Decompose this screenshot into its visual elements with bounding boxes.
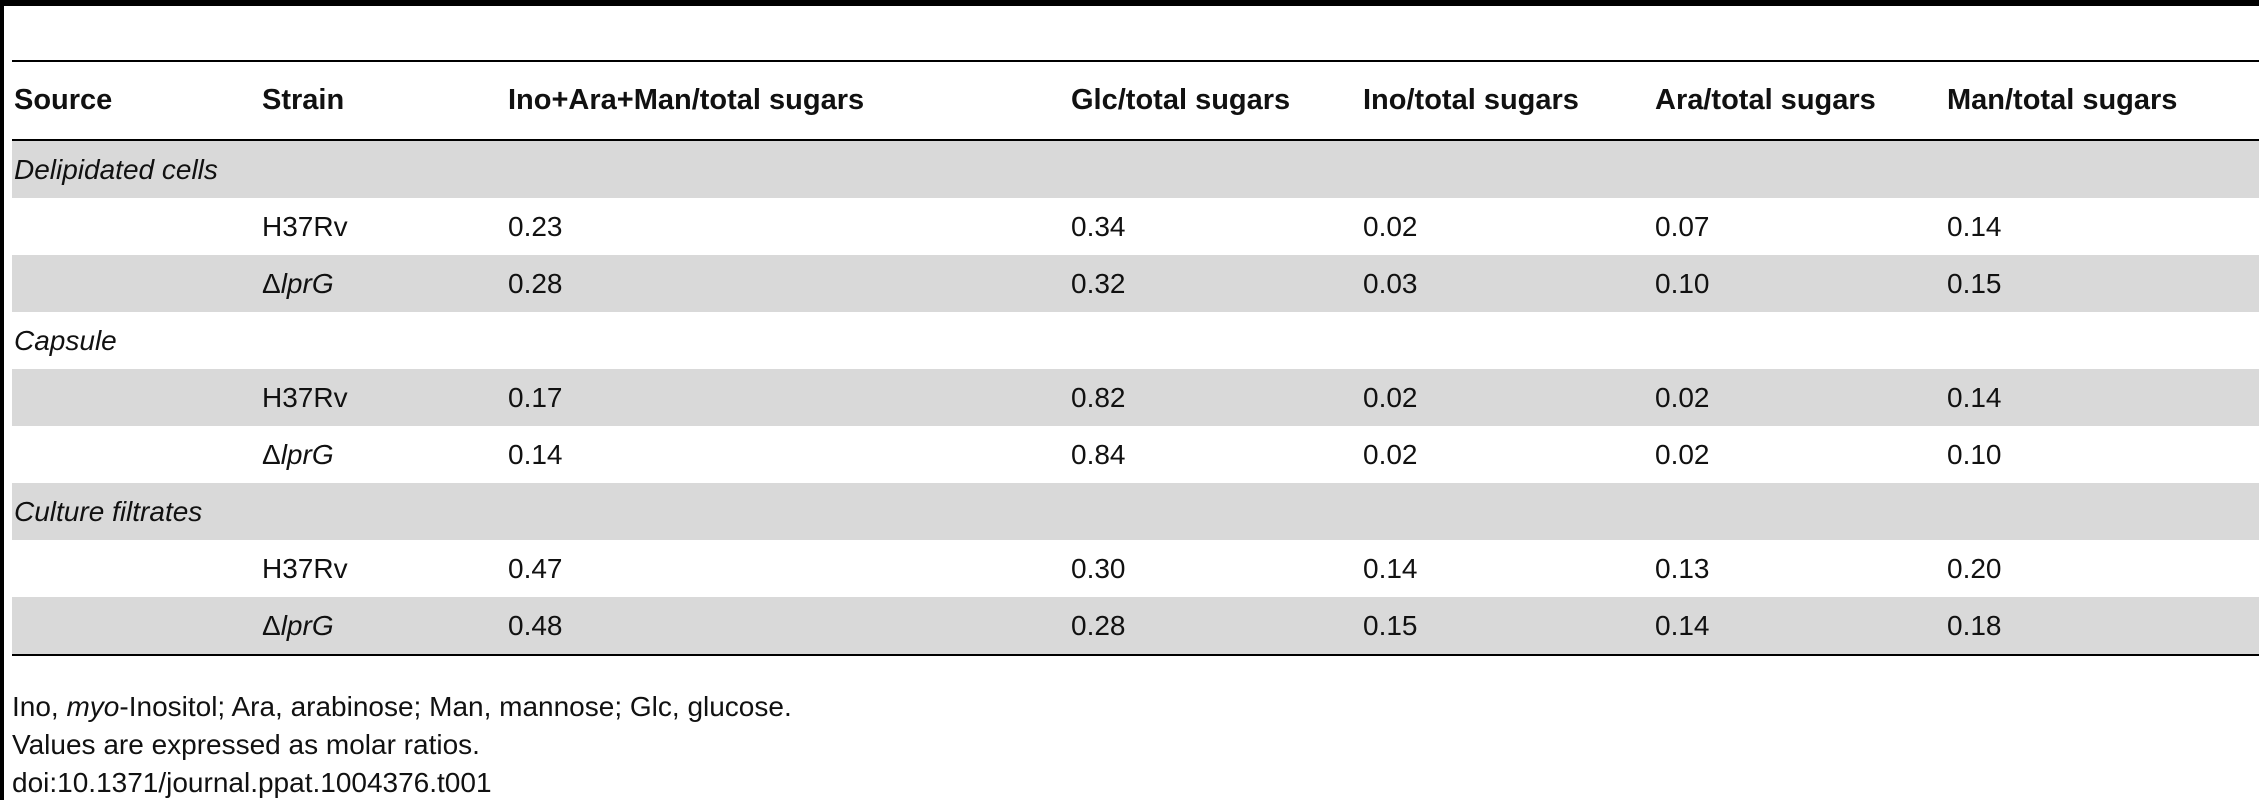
table-row: H37Rv 0.17 0.82 0.02 0.02 0.14	[12, 369, 2259, 426]
ino-ara-man-ratio-cell: 0.47	[508, 552, 563, 584]
ino-ara-man-ratio-cell: 0.28	[506, 255, 1069, 312]
header-row: Source Strain Ino+Ara+Man/total sugars G…	[12, 62, 2259, 141]
abbrev-italic: myo	[66, 691, 120, 722]
source-group-label: Delipidated cells	[12, 140, 2259, 198]
header-ino-ara-man-ratio: Ino+Ara+Man/total sugars	[506, 62, 1069, 141]
source-cell	[12, 597, 260, 656]
strain-cell: ΔlprG	[260, 426, 506, 483]
ara-ratio-cell: 0.02	[1653, 369, 1945, 426]
ara-ratio-cell: 0.13	[1655, 552, 1710, 584]
table-row: ΔlprG 0.28 0.32 0.03 0.10 0.15	[12, 255, 2259, 312]
ara-ratio-cell: 0.02	[1655, 438, 1710, 470]
man-ratio-cell: 0.20	[1947, 552, 2002, 584]
sugar-composition-table-container: Source Strain Ino+Ara+Man/total sugars G…	[12, 60, 2259, 656]
man-ratio-cell: 0.10	[1947, 438, 2002, 470]
abbreviation-footnote: Ino, myo-Inositol; Ara, arabinose; Man, …	[12, 688, 792, 726]
strain-name: lprG	[280, 609, 334, 641]
ino-ratio-cell: 0.02	[1363, 438, 1418, 470]
table-row: ΔlprG 0.48 0.28 0.15 0.14 0.18	[12, 597, 2259, 656]
strain-name: H37Rv	[262, 381, 348, 413]
glc-ratio-cell: 0.82	[1069, 369, 1361, 426]
strain-prefix: Δ	[262, 438, 281, 470]
strain-prefix: Δ	[262, 267, 281, 299]
source-group-label: Capsule	[14, 324, 117, 356]
strain-name: H37Rv	[262, 552, 348, 584]
table-row: ΔlprG 0.14 0.84 0.02 0.02 0.10	[12, 426, 2259, 483]
man-ratio-cell: 0.18	[1945, 597, 2259, 656]
ino-ara-man-ratio-cell: 0.48	[506, 597, 1069, 656]
ara-ratio-cell: 0.07	[1655, 210, 1710, 242]
glc-ratio-cell: 0.30	[1071, 552, 1126, 584]
ino-ara-man-ratio-cell: 0.17	[506, 369, 1069, 426]
man-ratio-cell: 0.14	[1945, 369, 2259, 426]
strain-cell: H37Rv	[260, 369, 506, 426]
strain-name: lprG	[280, 267, 334, 299]
table-row: H37Rv 0.23 0.34 0.02 0.07 0.14	[12, 198, 2259, 255]
ino-ratio-cell: 0.02	[1363, 210, 1418, 242]
glc-ratio-cell: 0.84	[1071, 438, 1126, 470]
left-border-rule	[0, 0, 4, 800]
abbrev-prefix: Ino,	[12, 691, 67, 722]
strain-cell: ΔlprG	[260, 597, 506, 656]
source-group-row: Culture filtrates	[12, 483, 2259, 540]
ino-ratio-cell: 0.14	[1363, 552, 1418, 584]
sugar-composition-table: Source Strain Ino+Ara+Man/total sugars G…	[12, 62, 2259, 656]
ino-ratio-cell: 0.03	[1361, 255, 1653, 312]
strain-name: H37Rv	[262, 210, 348, 242]
ino-ara-man-ratio-cell: 0.14	[508, 438, 563, 470]
source-group-row: Delipidated cells	[12, 140, 2259, 198]
header-man-ratio: Man/total sugars	[1945, 62, 2259, 141]
glc-ratio-cell: 0.28	[1069, 597, 1361, 656]
strain-name: lprG	[280, 438, 334, 470]
ino-ratio-cell: 0.02	[1361, 369, 1653, 426]
strain-cell: H37Rv	[260, 540, 506, 597]
ara-ratio-cell: 0.10	[1653, 255, 1945, 312]
man-ratio-cell: 0.14	[1947, 210, 2002, 242]
source-group-label: Culture filtrates	[12, 483, 2259, 540]
strain-prefix: Δ	[262, 609, 281, 641]
source-group-row: Capsule	[12, 312, 2259, 369]
table-header: Source Strain Ino+Ara+Man/total sugars G…	[12, 62, 2259, 141]
ino-ratio-cell: 0.15	[1361, 597, 1653, 656]
source-cell	[12, 426, 260, 483]
ara-ratio-cell: 0.14	[1653, 597, 1945, 656]
source-cell	[12, 198, 260, 255]
molar-ratio-footnote: Values are expressed as molar ratios.	[12, 729, 480, 760]
strain-cell: H37Rv	[260, 198, 506, 255]
top-border-rule	[0, 0, 2259, 6]
source-cell	[12, 540, 260, 597]
table-body: Delipidated cells H37Rv 0.23 0.34 0.02 0.07 0.…	[12, 140, 2259, 656]
source-cell	[12, 369, 260, 426]
glc-ratio-cell: 0.34	[1071, 210, 1126, 242]
header-ino-ratio: Ino/total sugars	[1361, 62, 1653, 141]
man-ratio-cell: 0.15	[1945, 255, 2259, 312]
table-row: H37Rv 0.47 0.30 0.14 0.13 0.20	[12, 540, 2259, 597]
ino-ara-man-ratio-cell: 0.23	[508, 210, 563, 242]
header-strain: Strain	[260, 62, 506, 141]
header-ara-ratio: Ara/total sugars	[1653, 62, 1945, 141]
header-glc-ratio: Glc/total sugars	[1069, 62, 1361, 141]
header-source: Source	[12, 62, 260, 141]
source-cell	[12, 255, 260, 312]
table-footnotes: Ino, myo-Inositol; Ara, arabinose; Man, …	[12, 688, 792, 802]
abbrev-rest: -Inositol; Ara, arabinose; Man, mannose;…	[119, 691, 792, 722]
glc-ratio-cell: 0.32	[1069, 255, 1361, 312]
doi-footnote: doi:10.1371/journal.ppat.1004376.t001	[12, 767, 492, 798]
strain-cell: ΔlprG	[260, 255, 506, 312]
